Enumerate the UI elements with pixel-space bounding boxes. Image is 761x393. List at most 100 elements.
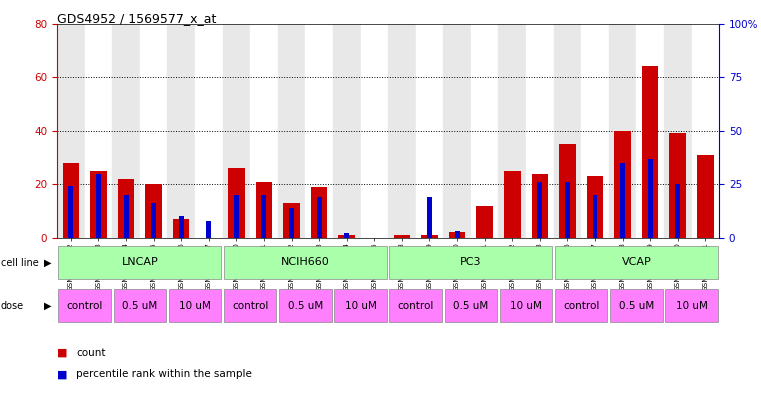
Text: control: control [232,301,269,310]
Bar [670,133,686,238]
Bar [559,144,575,238]
Bar [169,289,221,322]
Bar [234,195,239,238]
Bar [614,130,631,238]
Bar [333,24,361,238]
Bar [471,24,498,238]
Text: GDS4952 / 1569577_x_at: GDS4952 / 1569577_x_at [57,12,216,25]
Text: 0.5 uM: 0.5 uM [288,301,323,310]
Bar [256,182,272,238]
Bar [390,289,442,322]
Bar [305,24,333,238]
Bar [416,24,443,238]
Bar [427,197,432,238]
Bar [444,289,497,322]
Bar [262,195,266,238]
Bar [593,195,597,238]
Bar [526,24,553,238]
Bar [222,24,250,238]
Bar [145,184,162,238]
Text: 10 uM: 10 uM [345,301,377,310]
Bar [393,235,410,238]
Bar [90,171,107,238]
Bar [339,235,355,238]
Bar [565,182,570,238]
Text: 0.5 uM: 0.5 uM [619,301,654,310]
Bar [449,232,465,238]
Bar [59,246,221,279]
Bar [610,289,663,322]
Bar [504,171,521,238]
Bar [334,289,387,322]
Bar [537,182,543,238]
Bar [228,168,244,238]
Bar [664,24,692,238]
Text: 0.5 uM: 0.5 uM [123,301,158,310]
Bar [692,24,719,238]
Text: count: count [76,348,106,358]
Bar [361,24,388,238]
Bar [421,235,438,238]
Bar [173,219,189,238]
Text: control: control [563,301,600,310]
Bar [555,246,718,279]
Text: 10 uM: 10 uM [676,301,708,310]
Text: ■: ■ [57,369,68,379]
Bar [278,24,305,238]
Text: VCAP: VCAP [622,257,651,267]
Bar [250,24,278,238]
Bar [57,24,84,238]
Bar [443,24,471,238]
Bar [279,289,332,322]
Bar [697,155,714,238]
Bar [642,66,658,238]
Bar [317,197,322,238]
Bar [112,24,140,238]
Bar [140,24,167,238]
Text: control: control [397,301,434,310]
Text: ▶: ▶ [44,257,52,268]
Bar [648,158,653,238]
Bar [555,289,607,322]
Bar [195,24,222,238]
Bar [587,176,603,238]
Bar [609,24,636,238]
Bar [84,24,113,238]
Bar [531,173,548,238]
Text: ▶: ▶ [44,301,52,311]
Bar [390,246,552,279]
Bar [388,24,416,238]
Bar [224,246,387,279]
Text: dose: dose [1,301,24,311]
Bar [167,24,195,238]
Text: PC3: PC3 [460,257,482,267]
Bar [96,173,101,238]
Bar [62,163,79,238]
Text: 0.5 uM: 0.5 uM [454,301,489,310]
Text: cell line: cell line [1,257,39,268]
Bar [151,204,156,238]
Bar [476,206,493,238]
Bar [118,179,134,238]
Bar [675,184,680,238]
Bar [620,163,625,238]
Text: NCIH660: NCIH660 [281,257,330,267]
Bar [224,289,276,322]
Bar [68,186,73,238]
Bar [454,231,460,238]
Text: ■: ■ [57,348,68,358]
Bar [283,203,300,238]
Bar [665,289,718,322]
Bar [179,216,183,238]
Bar [206,220,212,238]
Bar [581,24,609,238]
Bar [636,24,664,238]
Text: 10 uM: 10 uM [179,301,211,310]
Bar [123,195,129,238]
Text: 10 uM: 10 uM [510,301,542,310]
Bar [553,24,581,238]
Bar [500,289,552,322]
Text: control: control [66,301,103,310]
Bar [498,24,526,238]
Text: LNCAP: LNCAP [122,257,158,267]
